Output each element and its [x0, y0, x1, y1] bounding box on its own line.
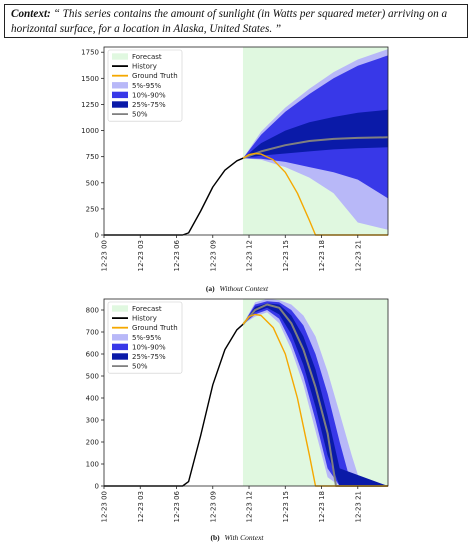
median-line — [242, 303, 388, 487]
axes-frame — [103, 298, 389, 487]
chart-without-context: 0 250 500 750 1000 1250 1500 1750 12-23 00 12-23 … — [81, 46, 389, 271]
legend-swatch — [112, 343, 128, 351]
y-tick-label: 250 — [86, 205, 99, 213]
legend-swatch — [112, 82, 128, 89]
y-tick-label: 0 — [95, 483, 99, 491]
legend-entry: 50% — [132, 111, 148, 119]
x-tick-label: 12-23 12 — [246, 491, 254, 522]
legend-entry: 25%-75% — [132, 101, 166, 109]
y-tick-label: 1250 — [81, 101, 99, 109]
x-tick-label: 12-23 00 — [101, 491, 109, 522]
y-tick-label: 700 — [86, 329, 99, 337]
y-tick-label: 0 — [95, 232, 99, 240]
axes-frame — [103, 46, 389, 236]
context-text: “ This series contains the amount of sun… — [11, 8, 448, 35]
y-tick-label: 800 — [86, 307, 99, 315]
caption-a-text: Without Context — [220, 284, 269, 293]
legend-swatch — [112, 53, 128, 60]
caption-b-text: With Context — [225, 533, 265, 542]
legend-entry: 5%-95% — [132, 82, 162, 90]
x-tick-label: 12-23 03 — [137, 491, 145, 522]
x-tick-label: 12-23 06 — [173, 239, 181, 271]
legend-entry: 10%-90% — [132, 91, 166, 99]
caption-b-prefix: (b) — [210, 533, 220, 542]
legend-entry: Ground Truth — [132, 324, 178, 332]
legend-entry: History — [132, 63, 157, 71]
x-tick-label: 12-23 21 — [354, 491, 362, 522]
caption-a: (a) Without Context — [206, 284, 269, 293]
x-tick-label: 12-23 00 — [101, 240, 109, 271]
context-box: Context: “ This series contains the amou… — [4, 4, 468, 38]
y-tick-label: 1500 — [81, 75, 99, 83]
x-tick-label: 12-23 18 — [318, 491, 326, 522]
y-tick-label: 1000 — [81, 127, 99, 135]
legend-entry: 10%-90% — [132, 343, 166, 351]
y-tick-label: 500 — [86, 373, 99, 381]
y-tick-label: 100 — [86, 461, 99, 469]
y-tick-label: 200 — [86, 439, 99, 447]
legend-entry: 50% — [132, 363, 148, 371]
y-tick-label: 1750 — [81, 49, 99, 57]
x-tick-label: 12-23 15 — [282, 491, 290, 522]
y-tick-label: 500 — [86, 179, 99, 187]
y-tick-label: 750 — [86, 153, 99, 161]
x-tick-label: 12-23 09 — [209, 240, 217, 271]
legend-swatch — [112, 91, 128, 99]
legend-entry: Ground Truth — [132, 72, 178, 80]
y-tick-label: 300 — [86, 417, 99, 425]
caption-a-prefix: (a) — [206, 284, 215, 293]
x-tick-label: 12-23 09 — [209, 491, 217, 522]
legend-swatch — [112, 334, 128, 341]
x-tick-label: 12-23 18 — [318, 240, 326, 271]
median-line — [242, 136, 389, 160]
caption-b: (b) With Context — [210, 533, 264, 542]
x-tick-label: 12-23 03 — [137, 240, 145, 271]
y-tick-label: 600 — [86, 351, 99, 359]
x-tick-label: 12-23 12 — [246, 240, 254, 271]
x-tick-label: 12-23 21 — [354, 240, 362, 271]
x-tick-label: 12-23 15 — [282, 240, 290, 271]
legend-entry: History — [132, 315, 157, 323]
context-label: Context: — [11, 8, 51, 20]
chart-with-context: 0 100 200 300 400 500 600 700 800 12-23 00 12-23 0… — [86, 298, 389, 522]
legend-entry: Forecast — [132, 53, 162, 61]
legend-entry: Forecast — [132, 305, 162, 313]
legend-entry: 5%-95% — [132, 334, 162, 342]
legend-swatch — [112, 101, 128, 108]
legend-swatch — [112, 353, 128, 360]
legend-swatch — [112, 305, 128, 312]
x-tick-label: 12-23 06 — [173, 490, 181, 522]
y-tick-label: 400 — [86, 395, 99, 403]
legend-entry: 25%-75% — [132, 353, 166, 361]
history-line — [104, 157, 244, 236]
band-25-75 — [243, 303, 388, 486]
history-line — [104, 323, 244, 487]
